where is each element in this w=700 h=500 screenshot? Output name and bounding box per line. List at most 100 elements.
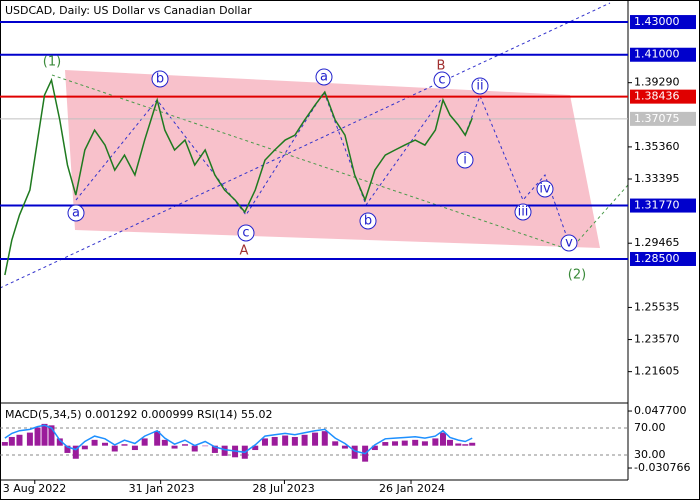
macd-bar [221,445,228,456]
macd-bar [321,431,328,446]
level-label: 1.38436 [634,90,680,103]
wave-label: (2) [568,268,586,283]
y-tick-label: 1.29465 [634,236,680,249]
level-label: 1.31770 [634,199,680,212]
rsi-tick-label: 70.00 [634,421,666,434]
wave-circle [514,203,532,221]
level-badge [630,198,696,213]
wave-lines [0,2,629,289]
macd-bar [41,423,48,446]
macd-bar [401,440,408,446]
wave-label: c [438,73,445,88]
macd-bar [271,436,278,446]
macd-bar [121,444,128,446]
y-tick-label: 1.21605 [634,365,680,378]
wave-circle [560,234,578,252]
wave-label: iii [518,205,529,220]
wave-label: (1) [43,55,61,70]
macd-bar [34,427,41,446]
macd-bar [252,445,259,451]
level-badge [630,89,696,104]
wave-circle [151,70,169,88]
y-tick-label: 1.35360 [634,140,680,153]
level-badge [630,251,696,266]
macd-bar [282,435,289,446]
wave-circle [237,224,255,242]
wave-label: ii [476,79,483,94]
chart-title: USDCAD, Daily: US Dollar vs Canadian Dol… [5,4,252,17]
rsi-line [4,424,473,455]
trend-line [51,74,571,251]
wave-label: b [156,72,164,87]
projection [569,184,629,251]
macd-bar [202,445,209,447]
wave-circle [433,71,451,89]
x-tick-label: 31 Jan 2023 [129,482,195,495]
macd-bar [154,431,161,446]
macd-bar [382,442,389,446]
macd-bar [432,438,439,446]
level-label: 1.41000 [634,48,680,61]
rsi-tick-label: 30.00 [634,448,666,461]
macd-bar [91,439,98,446]
wave-circle [315,68,333,86]
wave-label: a [72,206,80,221]
macd-bar [291,436,298,446]
macd-tick-label: -0.030766 [634,461,690,474]
macd-bar [440,432,447,446]
wave-circle [67,204,85,222]
macd-bar [462,444,469,446]
macd-bar [421,441,428,446]
y-tick-label: 1.33395 [634,172,680,185]
macd-bar [181,444,188,446]
macd-bar [341,445,348,449]
macd-bar [102,442,109,446]
y-tick-label: 1.25535 [634,300,680,313]
macd-bar [332,441,339,446]
macd-bar [161,439,168,446]
channel [65,70,600,248]
macd-bar [261,438,268,446]
macd-bar [56,438,63,446]
macd-bar [16,434,23,446]
projection [464,94,570,244]
macd-bar [131,445,138,451]
macd-bar [48,425,55,446]
macd-bar [26,432,33,446]
wave-circle [471,77,489,95]
wave-label: a [320,70,328,85]
macd-tick-label: 0.047700 [634,404,687,417]
wave-label: b [364,214,372,229]
level-label: 1.37075 [634,112,680,125]
macd-bar [446,439,453,446]
wave-label: A [240,244,249,259]
macd-bar [72,445,79,459]
level-badge [630,47,696,62]
macd-bar [64,445,71,453]
wave-label: v [565,236,573,251]
macd-bar [1,442,8,446]
wave-label: B [437,59,446,74]
wave-circle [456,151,474,169]
macd-bar [171,445,178,449]
x-tick-label: 26 Jan 2024 [379,482,445,495]
wave-circle [359,212,377,230]
macd-bar [211,445,218,453]
macd-bar [111,445,118,452]
macd-bar [371,445,378,451]
y-tick-label: 1.23570 [634,333,680,346]
wave-label: c [242,226,249,241]
trend-line [0,2,611,289]
wave-label: i [463,153,467,168]
x-tick-label: 3 Aug 2022 [3,482,66,495]
wave-circle [536,180,554,198]
macd-bar [141,438,148,446]
macd-bar [469,442,476,446]
y-tick-label: 1.39290 [634,76,680,89]
indicator-label: MACD(5,34,5) 0.001292 0.000999 RSI(14) 5… [5,408,272,421]
level-label: 1.28500 [634,252,680,265]
macd-bar [8,436,15,446]
macd-bar [351,445,358,459]
x-tick-label: 28 Jul 2023 [252,482,314,495]
